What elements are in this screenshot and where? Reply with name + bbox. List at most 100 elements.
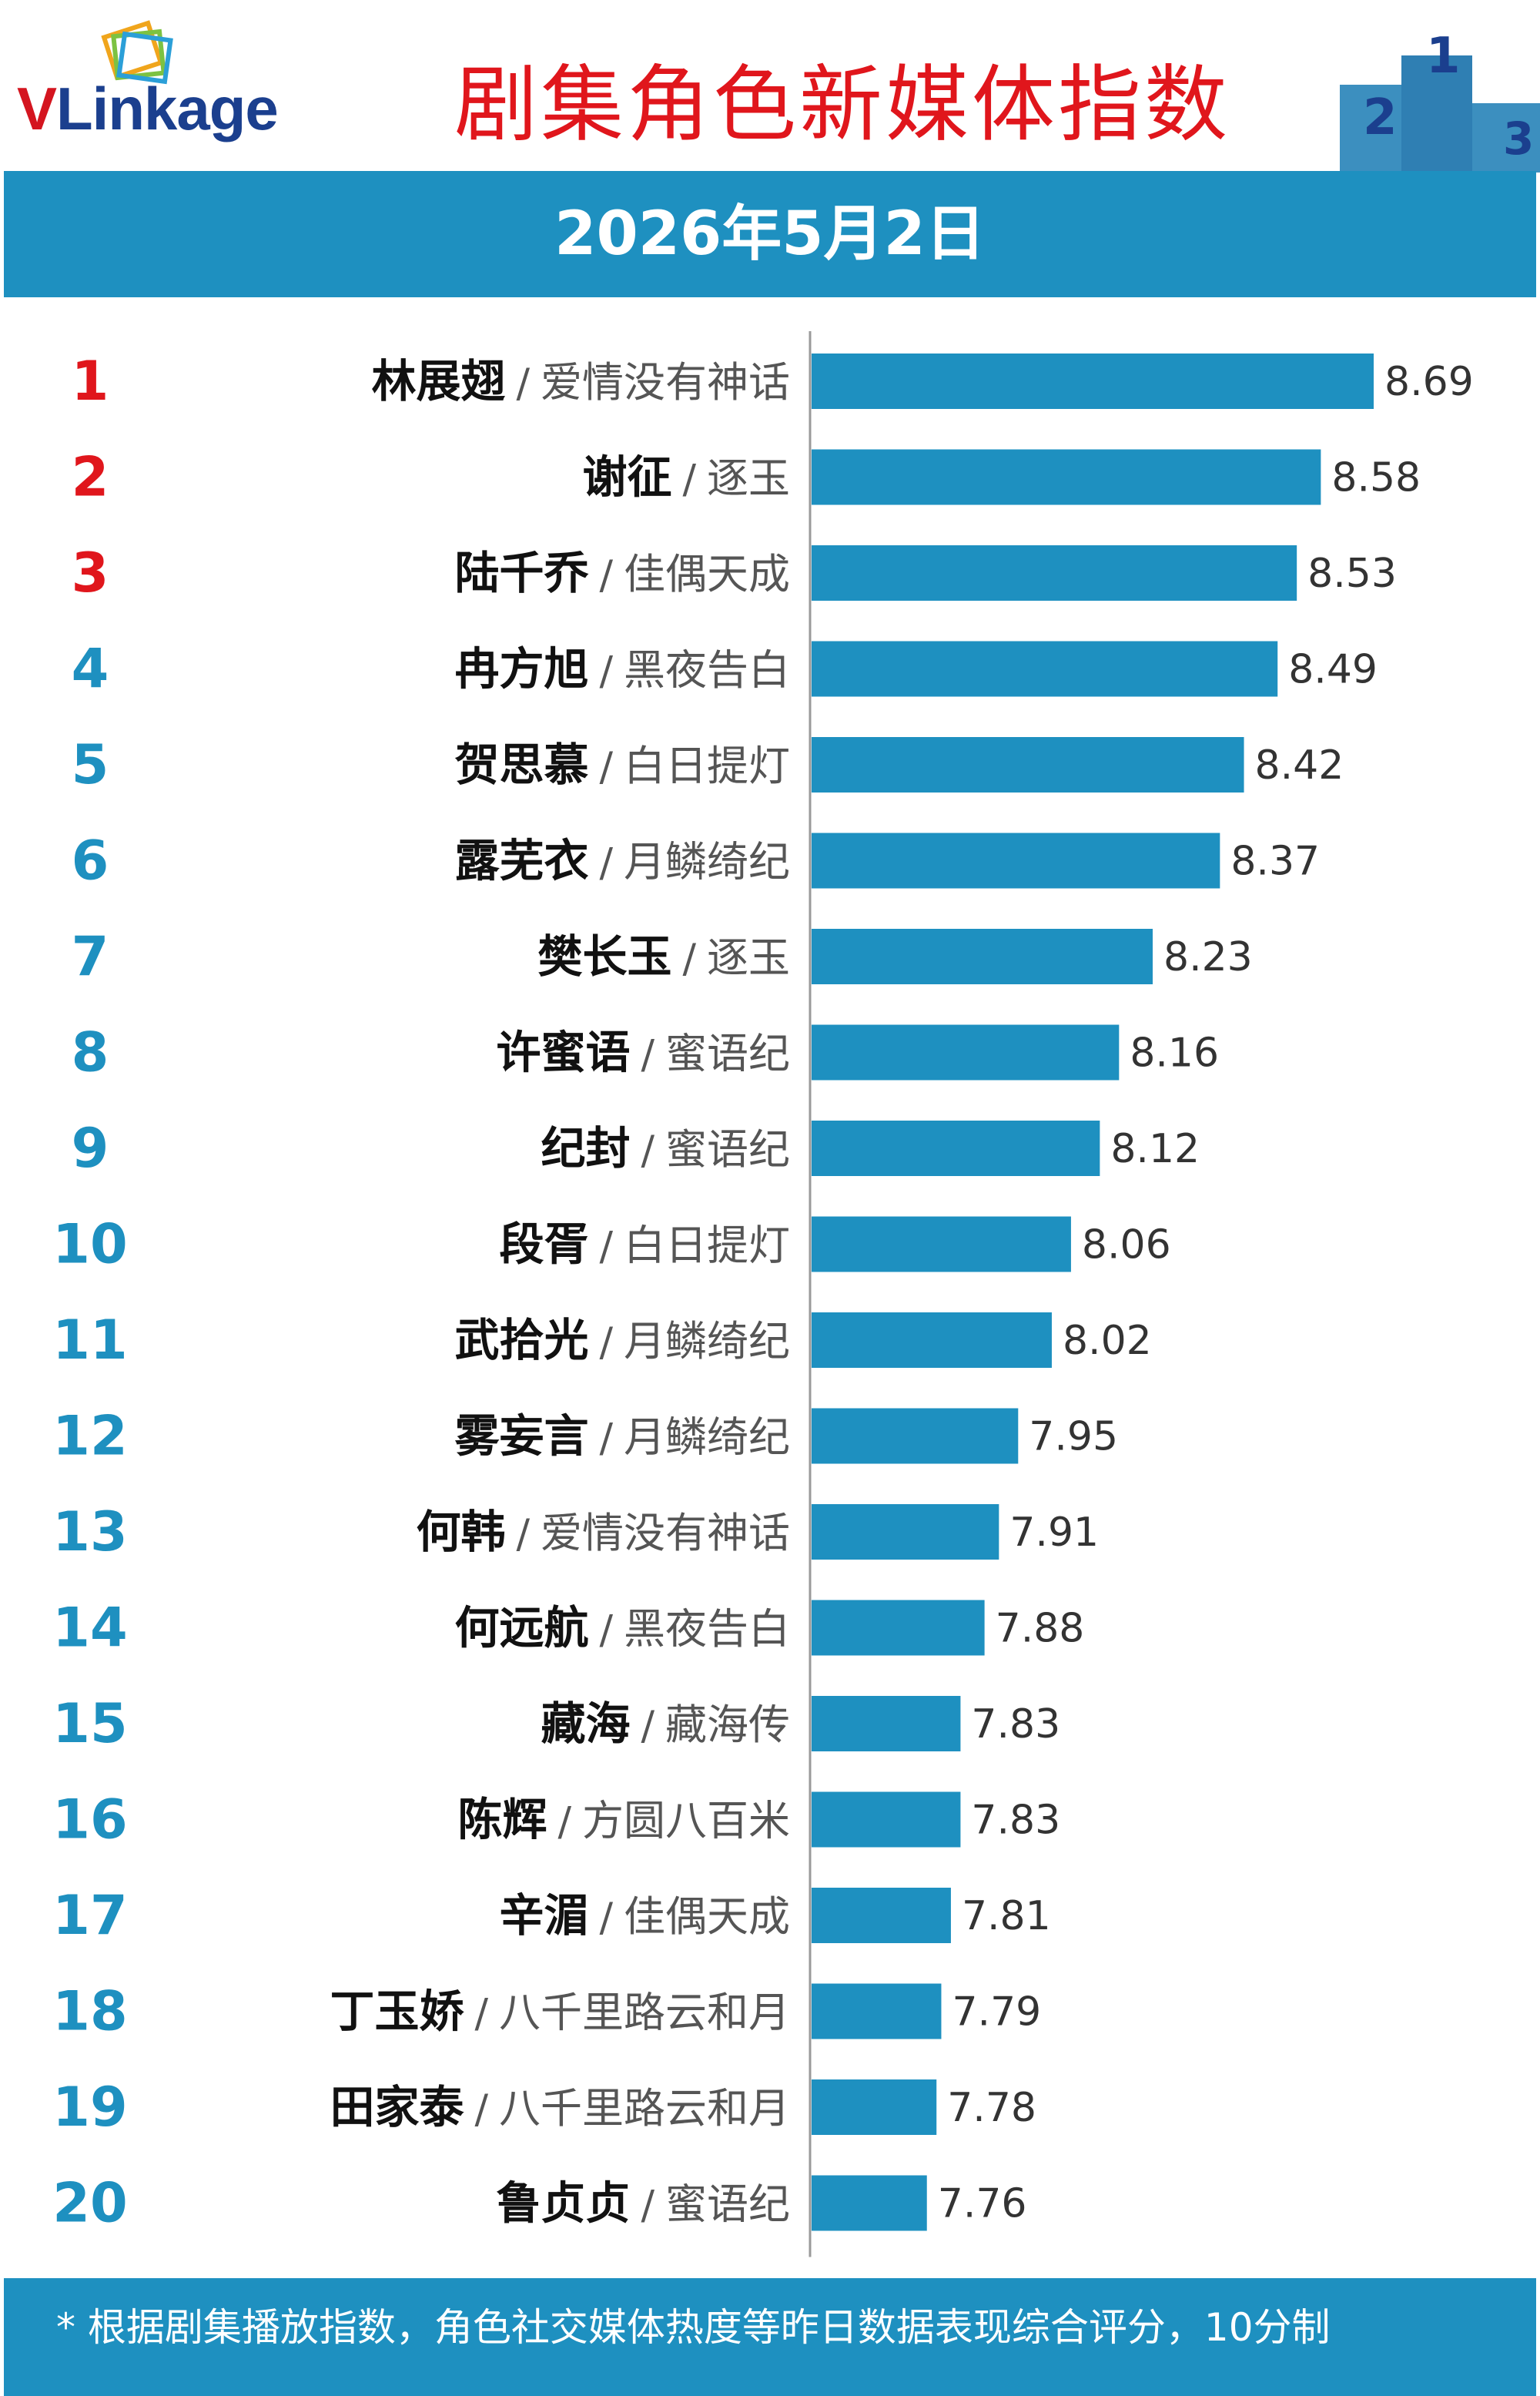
value-label: 7.76 [938, 2181, 1027, 2227]
bar [812, 737, 1244, 793]
rank-number: 19 [52, 2076, 127, 2139]
bar [812, 641, 1278, 697]
show-name: 方圆八百米 [582, 1797, 790, 1845]
rank-number: 2 [72, 446, 109, 509]
show-name: 白日提灯 [624, 742, 790, 790]
role-name: 许蜜语 [496, 1027, 630, 1079]
role-name: 藏海 [541, 1697, 630, 1750]
ranking-chart: 1 林展翅 / 爱情没有神话 8.69 2 谢征 / 逐玉 8.58 3 陆千乔 / 佳偶天成 8.53 4 冉… [0, 323, 1540, 2264]
value-label: 7.95 [1029, 1414, 1118, 1460]
role-name: 雾妄言 [454, 1410, 588, 1463]
rank-number: 1 [72, 350, 109, 413]
category-label: 何韩 / 爱情没有神话 [416, 1506, 790, 1558]
role-name: 贺思慕 [454, 739, 588, 791]
show-name: 逐玉 [707, 454, 790, 503]
role-name: 纪封 [541, 1122, 630, 1175]
role-name: 樊长玉 [537, 930, 671, 983]
watermark [1336, 2304, 1505, 2351]
separator: / [599, 552, 613, 598]
category-label: 樊长玉 / 逐玉 [537, 930, 790, 983]
category-label: 纪封 / 蜜语纪 [541, 1122, 790, 1175]
value-label: 7.88 [996, 1606, 1085, 1652]
role-name: 冉方旭 [454, 643, 588, 695]
category-label: 雾妄言 / 月鳞绮纪 [454, 1410, 790, 1463]
separator: / [599, 648, 613, 695]
value-label: 8.69 [1384, 359, 1474, 405]
separator: / [516, 360, 530, 407]
category-label: 藏海 / 藏海传 [541, 1697, 790, 1750]
show-name: 佳偶天成 [624, 1892, 790, 1941]
value-label: 8.02 [1063, 1318, 1152, 1364]
date-banner: 2026年5月2日 [4, 171, 1536, 297]
role-name: 林展翅 [371, 355, 505, 407]
separator: / [641, 1032, 654, 1078]
footer-note: * 根据剧集播放指数，角色社交媒体热度等昨日数据表现综合评分，10分制 [56, 2305, 1331, 2350]
separator: / [516, 1511, 530, 1557]
show-name: 佳偶天成 [624, 550, 790, 598]
show-name: 白日提灯 [624, 1221, 790, 1270]
category-label: 武拾光 / 月鳞绮纪 [454, 1314, 790, 1366]
page-title: 剧集角色新媒体指数 [454, 57, 1231, 153]
value-label: 7.83 [971, 1701, 1060, 1748]
show-name: 黑夜告白 [624, 1605, 790, 1654]
value-label: 8.37 [1230, 839, 1320, 885]
podium-third-number: 3 [1503, 112, 1534, 165]
bar [812, 354, 1374, 409]
category-label: 陈辉 / 方圆八百米 [457, 1794, 790, 1846]
separator: / [557, 1799, 571, 1845]
show-name: 黑夜告白 [624, 646, 790, 695]
rank-number: 16 [52, 1788, 127, 1851]
podium-second-number: 2 [1363, 89, 1398, 146]
logo-cards-icon [101, 20, 173, 85]
show-name: 爱情没有神话 [541, 1509, 790, 1557]
category-label: 谢征 / 逐玉 [582, 451, 790, 504]
rank-number: 12 [52, 1405, 127, 1468]
role-name: 何韩 [416, 1506, 505, 1558]
category-label: 许蜜语 / 蜜语纪 [496, 1027, 790, 1079]
rank-number: 10 [52, 1213, 127, 1276]
separator: / [641, 2183, 654, 2229]
category-label: 丁玉娇 / 八千里路云和月 [330, 1985, 790, 2038]
bar [812, 1408, 1019, 1464]
value-label: 7.83 [971, 1798, 1060, 1844]
bar [812, 545, 1297, 601]
category-label: 露芜衣 / 月鳞绮纪 [454, 835, 790, 887]
category-label: 鲁贞贞 / 蜜语纪 [496, 2177, 790, 2230]
footer-band: * 根据剧集播放指数，角色社交媒体热度等昨日数据表现综合评分，10分制 [4, 2278, 1536, 2396]
ranking-chart-svg: 1 林展翅 / 爱情没有神话 8.692 谢征 / 逐玉 8.583 陆千乔 / 佳偶天成 8.534 冉… [52, 331, 1474, 2257]
value-label: 8.06 [1082, 1222, 1171, 1268]
category-label: 辛湄 / 佳偶天成 [499, 1889, 790, 1942]
rank-number: 17 [52, 1884, 127, 1947]
role-name: 谢征 [582, 451, 671, 504]
separator: / [599, 1319, 613, 1366]
bar [812, 929, 1153, 984]
category-label: 贺思慕 / 白日提灯 [454, 739, 790, 791]
show-name: 逐玉 [707, 933, 790, 982]
rank-number: 3 [72, 541, 109, 605]
separator: / [682, 936, 696, 982]
category-label: 林展翅 / 爱情没有神话 [371, 355, 790, 407]
separator: / [641, 1703, 654, 1749]
category-label: 何远航 / 黑夜告白 [454, 1602, 790, 1654]
show-name: 月鳞绮纪 [624, 838, 790, 886]
separator: / [599, 1416, 613, 1462]
role-name: 段胥 [499, 1218, 588, 1271]
bar [812, 1312, 1052, 1368]
date-label: 2026年5月2日 [554, 199, 986, 269]
rank-number: 8 [72, 1021, 109, 1084]
rank-number: 11 [52, 1309, 127, 1372]
category-label: 冉方旭 / 黑夜告白 [454, 643, 790, 695]
show-name: 藏海传 [665, 1701, 790, 1749]
value-label: 8.23 [1163, 934, 1253, 980]
role-name: 露芜衣 [454, 835, 588, 887]
separator: / [682, 457, 696, 503]
value-label: 8.58 [1331, 455, 1421, 501]
role-name: 陆千乔 [454, 547, 588, 599]
bar [812, 2079, 937, 2135]
category-label: 段胥 / 白日提灯 [499, 1218, 790, 1271]
show-name: 爱情没有神话 [541, 358, 790, 407]
bar [812, 1504, 999, 1560]
bar [812, 1121, 1100, 1176]
value-label: 8.42 [1255, 742, 1344, 789]
